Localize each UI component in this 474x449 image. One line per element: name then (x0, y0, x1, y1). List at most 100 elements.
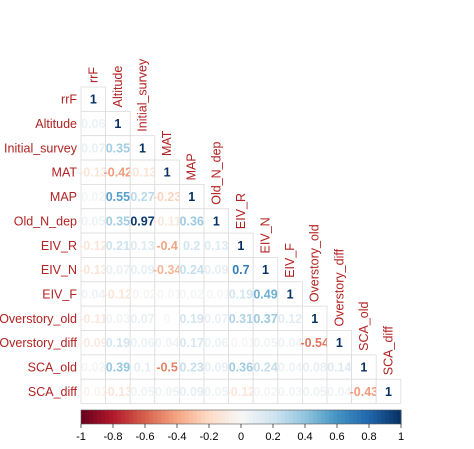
cell-value-9-6: 0.31 (229, 312, 253, 326)
cell-11-10 (326, 354, 353, 380)
cell-value-2-0: 0.07 (81, 141, 105, 155)
colorbar-segment (89, 410, 94, 424)
colorbar-segment (209, 410, 214, 424)
cell-value-0-0: 1 (90, 93, 97, 107)
column-label-mat: MAT (160, 130, 174, 156)
cell-value-12-1: -0.13 (104, 385, 133, 399)
heatmap-grid: 10.06 10.07 0.35 1-0.13-0.42-0.13 10.02 0.55 0… (79, 86, 402, 404)
colorbar-segment (393, 410, 398, 424)
colorbar-segment (157, 410, 162, 424)
cell-10-1 (105, 330, 131, 356)
cell-value-6-3: -0.4 (156, 239, 178, 253)
colorbar-tick-label: -0.2 (200, 431, 219, 443)
cell-value-10-4: 0.17 (180, 336, 204, 350)
cell-10-7 (252, 330, 279, 356)
cell-value-3-2: -0.13 (128, 166, 157, 180)
colorbar-segment (369, 410, 374, 424)
colorbar-segment (189, 410, 194, 424)
cell-value-12-4: 0.09 (180, 385, 204, 399)
cell-value-9-7: 0.37 (253, 312, 277, 326)
row-label-sca-diff: SCA_diff (28, 385, 78, 399)
cell-10-3 (154, 330, 180, 356)
column-label-map: MAP (185, 153, 199, 180)
cell-value-9-5: 0.07 (204, 312, 228, 326)
cell-value-7-3: -0.34 (153, 263, 182, 277)
colorbar-segment (281, 410, 286, 424)
colorbar-segment (325, 410, 330, 424)
colorbar-segment (169, 410, 174, 424)
cell-value-12-6: -0.12 (227, 385, 256, 399)
colorbar-segment (385, 410, 390, 424)
column-label-old-n-dep: Old_N_dep (209, 141, 223, 204)
cell-value-11-1: 0.39 (106, 361, 130, 375)
cell-12-10 (326, 378, 353, 404)
cell-value-2-1: 0.35 (106, 141, 130, 155)
cell-12-3 (154, 378, 180, 404)
cell-value-4-0: 0.02 (81, 190, 105, 204)
cell-value-12-12: 1 (385, 385, 392, 399)
colorbar-tick-label: -0.4 (168, 431, 187, 443)
cell-value-11-5: 0.09 (204, 361, 228, 375)
colorbar-tick-label: 0.8 (361, 431, 376, 443)
cell-value-5-0: 0.05 (81, 214, 105, 228)
cell-1-0 (80, 110, 107, 137)
cell-value-12-8: 0.03 (278, 385, 302, 399)
cell-value-8-5: -0.01 (202, 287, 231, 301)
cell-10-6 (228, 330, 254, 356)
cell-value-6-5: 0.13 (204, 239, 228, 253)
colorbar-segment (113, 410, 118, 424)
cell-10-2 (129, 330, 156, 356)
colorbar-segment (313, 410, 318, 424)
cell-12-11 (351, 378, 377, 404)
colorbar-segment (201, 410, 206, 424)
cell-value-2-2: 1 (139, 141, 146, 155)
column-label-overstory-old: Overstory_old (308, 224, 322, 302)
colorbar-segment (129, 410, 134, 424)
cell-value-3-3: 1 (164, 166, 171, 180)
colorbar-segment (225, 410, 230, 424)
cell-11-8 (277, 354, 303, 380)
colorbar-segment (381, 410, 386, 424)
colorbar-segment (93, 410, 98, 424)
row-label-overstory-old: Overstory_old (0, 312, 77, 326)
column-label-altitude: Altitude (111, 66, 125, 108)
colorbar-segment (241, 410, 246, 424)
cell-value-12-0: -0.03 (79, 385, 108, 399)
colorbar: -1 -0.8 -0.6 -0.4 -0.2 0 0.2 0.4 0.6 0.8 1 (76, 409, 404, 443)
cell-value-8-2: -0.02 (128, 287, 157, 301)
cell-value-12-10: 0.04 (327, 385, 351, 399)
colorbar-segment (221, 410, 226, 424)
cell-value-11-3: -0.5 (156, 361, 178, 375)
cell-12-4 (178, 378, 205, 404)
cell-11-4 (178, 354, 205, 380)
cell-8-5 (203, 281, 230, 307)
colorbar-segment (365, 410, 370, 424)
cell-value-12-7: 0.02 (253, 385, 277, 399)
row-label-altitude: Altitude (35, 117, 77, 131)
cell-value-11-11: 1 (360, 361, 367, 375)
cell-value-8-8: 1 (287, 287, 294, 301)
cell-9-5 (203, 305, 230, 331)
cell-value-3-1: -0.42 (104, 166, 133, 180)
cell-value-7-4: 0.24 (180, 263, 204, 277)
cell-value-7-5: 0.09 (204, 263, 228, 277)
colorbar-segment (105, 410, 110, 424)
cell-value-8-7: 0.49 (253, 287, 277, 301)
row-label-eiv-f: EIV_F (42, 287, 77, 301)
colorbar-segment (165, 410, 170, 424)
colorbar-segment (397, 410, 402, 424)
colorbar-tick-label: -0.8 (104, 431, 123, 443)
cell-value-12-5: 0.05 (204, 385, 228, 399)
cell-value-4-2: 0.27 (130, 190, 154, 204)
cell-6-0 (80, 232, 107, 258)
colorbar-segment (253, 410, 258, 424)
cell-9-6 (228, 305, 254, 331)
colorbar-segment (269, 410, 274, 424)
cell-9-8 (277, 305, 303, 331)
cell-value-9-4: 0.19 (180, 312, 204, 326)
cell-value-1-0: 0.06 (81, 117, 105, 131)
colorbar-segment (181, 410, 186, 424)
colorbar-segment (333, 410, 338, 424)
cell-value-4-1: 0.55 (106, 190, 130, 204)
colorbar-segment (305, 410, 310, 424)
